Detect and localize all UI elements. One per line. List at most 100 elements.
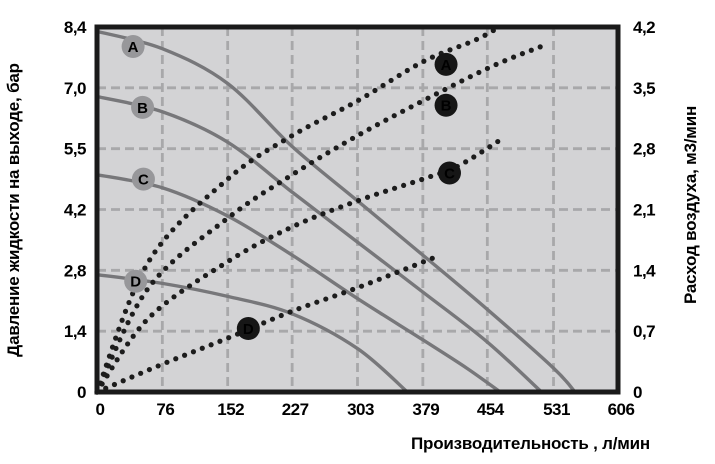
air-curve-dot — [173, 356, 179, 362]
air-curve-dot — [465, 40, 471, 46]
tick-label: 606 — [608, 400, 635, 419]
air-curve-dot — [358, 283, 365, 289]
air-curve-dot — [487, 144, 493, 150]
air-badge-A-circle — [434, 52, 458, 76]
air-curve-dot — [183, 213, 189, 219]
air-curve-dot — [150, 279, 156, 285]
tick-label: 0 — [96, 400, 105, 419]
air-curve-dot — [528, 47, 534, 53]
air-curve-dot — [364, 194, 371, 200]
air-curve-dot — [495, 138, 501, 145]
air-curve-dot — [139, 295, 145, 301]
air-curve-dot — [272, 143, 278, 149]
air-curve-dot — [311, 214, 317, 220]
air-curve-dot — [400, 108, 406, 114]
air-badge-C-letter: C — [444, 166, 455, 183]
air-curve-dot — [356, 97, 362, 103]
air-curve-dot — [218, 181, 225, 188]
air-curve-dot — [396, 72, 402, 79]
air-curve-dot — [537, 44, 543, 50]
air-curve-dot — [204, 194, 210, 200]
air-curve-dot — [199, 345, 205, 351]
air-curve-dot — [471, 154, 477, 160]
y-right-axis-title: Расход воздуха, м3/мин — [681, 106, 700, 304]
tick-label: 0 — [633, 383, 642, 402]
air-curve-dot — [330, 110, 337, 117]
pressure-badge-B: B — [131, 95, 155, 119]
air-curve-dot — [479, 149, 485, 155]
air-curve-dot — [113, 345, 119, 352]
air-curve-dot — [227, 257, 233, 264]
air-curve-dot — [428, 173, 434, 180]
air-curve-dot — [184, 246, 190, 252]
pressure-badge-D-circle — [124, 269, 148, 293]
air-curve-dot — [170, 227, 176, 233]
air-curve-dot — [358, 131, 364, 137]
air-curve-dot — [191, 240, 198, 247]
air-curve-dot — [347, 102, 353, 108]
air-curve-dot — [190, 349, 197, 355]
air-curve-dot — [383, 117, 389, 123]
air-curve-dot — [260, 190, 266, 196]
air-curve-dot — [119, 349, 125, 355]
tick-label: 303 — [347, 400, 374, 419]
air-curve-dot — [276, 180, 283, 186]
air-curve-dot — [176, 220, 182, 226]
air-badge-B-circle — [434, 93, 458, 117]
tick-label: 3,5 — [633, 79, 655, 98]
air-curve-dot — [416, 99, 423, 106]
air-curve-dot — [233, 169, 239, 175]
air-badge-D: D — [236, 317, 260, 341]
tick-label: 5,5 — [64, 140, 86, 159]
tick-label: 379 — [412, 400, 439, 419]
tick-label: 227 — [282, 400, 309, 419]
air-curve-dot — [104, 373, 110, 379]
air-curve-dot — [244, 200, 251, 207]
air-curve-dot — [325, 150, 331, 156]
air-curve-dot — [333, 145, 339, 151]
air-curve-dot — [261, 320, 267, 326]
air-curve-dot — [484, 65, 491, 72]
air-curve-dot — [248, 158, 254, 164]
air-curve-dot — [373, 191, 380, 197]
pressure-badge-D: D — [124, 269, 148, 293]
air-curve-dot — [456, 43, 462, 50]
air-curve-dot — [226, 175, 232, 181]
tick-label: 152 — [217, 400, 244, 419]
air-curve-dot — [268, 234, 274, 240]
tick-label: 76 — [156, 400, 174, 419]
air-curve-dot — [391, 113, 397, 119]
air-curve-dot — [284, 175, 291, 181]
air-curve-dot — [391, 185, 398, 191]
tick-label: 454 — [477, 400, 505, 419]
air-curve-dot — [294, 222, 300, 228]
air-curve-dot — [280, 138, 287, 144]
pressure-badge-C: C — [131, 167, 155, 191]
pressure-badge-B-circle — [131, 95, 155, 119]
air-curve-dot — [210, 267, 217, 274]
tick-label: 2,1 — [633, 201, 655, 220]
air-curve-dot — [305, 123, 311, 130]
air-curve-dot — [177, 252, 183, 259]
air-curve-dot — [408, 104, 414, 110]
pressure-badge-D-letter: D — [130, 274, 141, 291]
air-badge-D-circle — [236, 317, 260, 341]
air-curve-dot — [214, 223, 220, 229]
air-badge-B: B — [434, 93, 458, 117]
y-left-axis-title: Давление жидкости на выходе, бар — [4, 63, 23, 357]
air-curve-dot — [155, 363, 161, 369]
air-curve-dot — [164, 359, 170, 365]
pressure-curve-D — [95, 272, 410, 394]
air-curve-dot — [226, 335, 232, 341]
air-curve-dot — [339, 106, 345, 112]
pressure-curve-C — [95, 173, 502, 394]
air-curve-dot — [138, 370, 144, 376]
air-curve-dot — [292, 170, 299, 176]
air-curve-dot — [114, 357, 120, 363]
air-curve-dot — [341, 290, 347, 296]
air-curve-dot — [170, 259, 176, 265]
air-curve-dot — [467, 74, 473, 80]
air-curve-dot — [109, 354, 115, 360]
